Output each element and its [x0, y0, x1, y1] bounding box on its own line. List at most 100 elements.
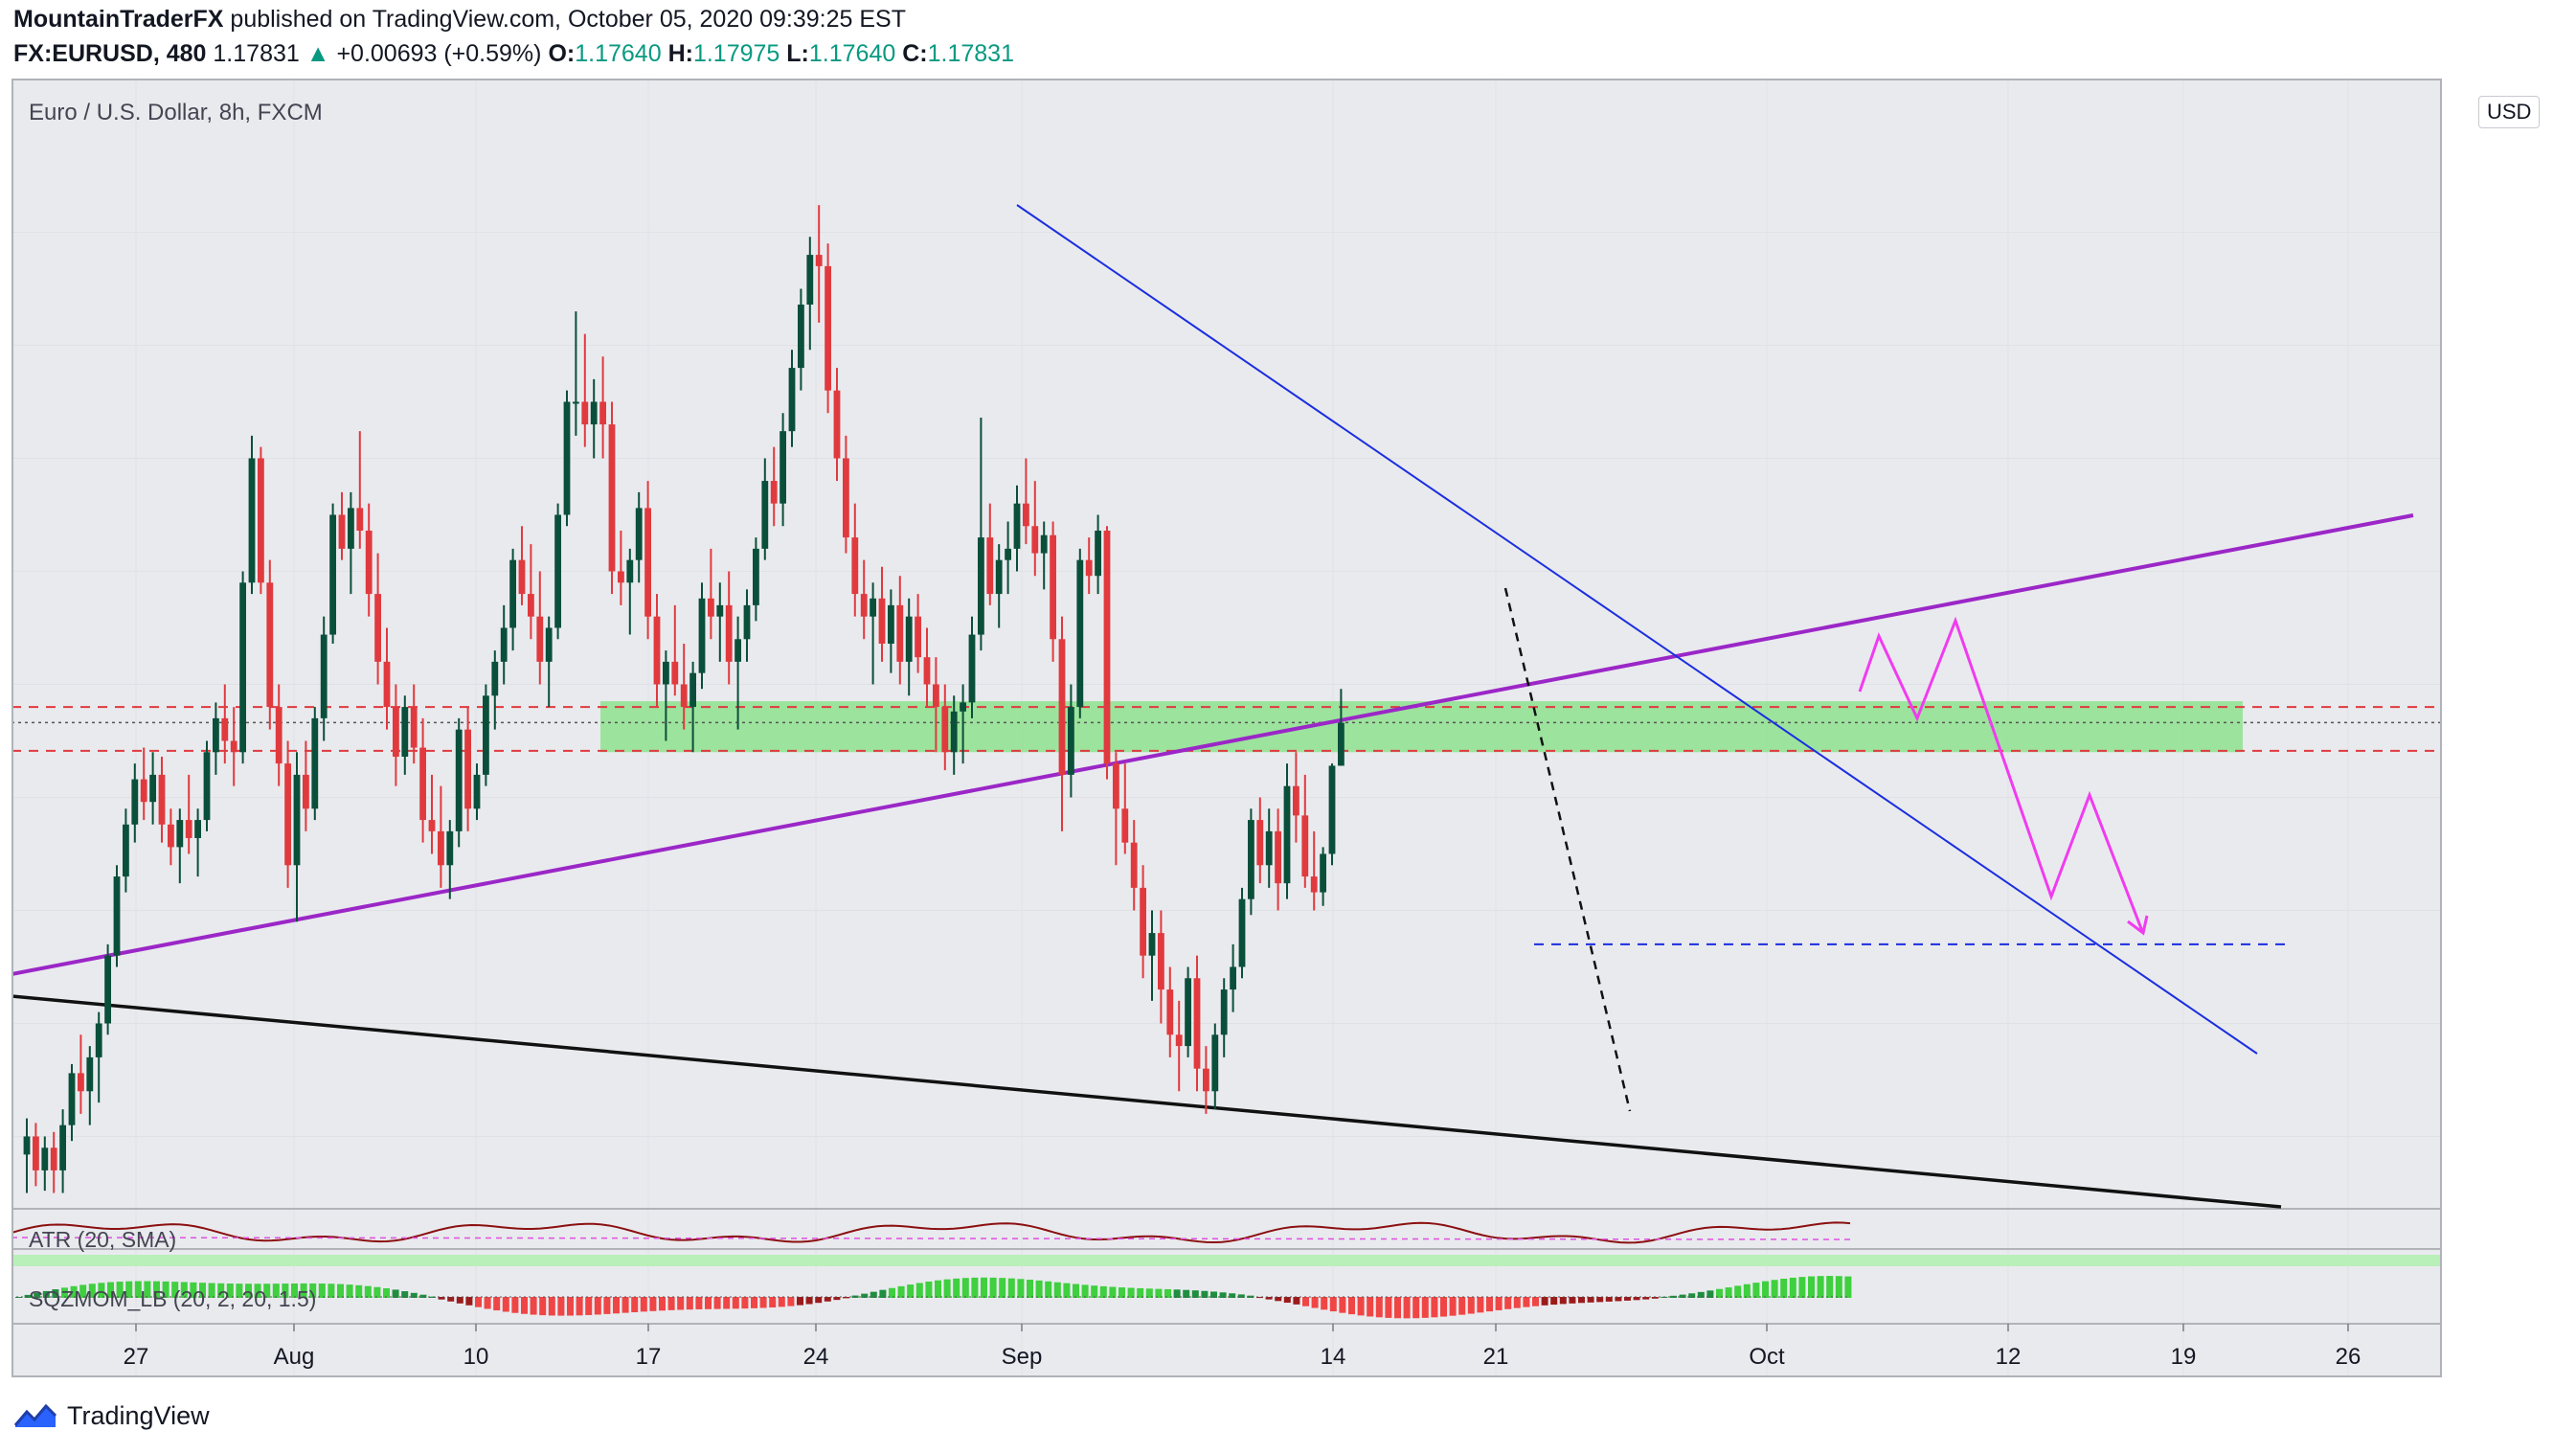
- candle-body: [806, 255, 814, 305]
- candle: [1148, 910, 1156, 1001]
- squeeze-bar: [943, 1279, 951, 1298]
- squeeze-bar: [1412, 1297, 1420, 1319]
- close-value: 1.17831: [927, 40, 1014, 67]
- squeeze-bar: [1780, 1279, 1788, 1298]
- candle: [698, 582, 706, 690]
- candle: [590, 378, 598, 459]
- squeeze-bar: [1385, 1297, 1392, 1318]
- squeeze-bar: [263, 1284, 271, 1298]
- candle: [599, 356, 606, 459]
- candle: [1238, 887, 1246, 979]
- candle-body: [1121, 808, 1129, 843]
- squeeze-bar: [1357, 1297, 1365, 1316]
- candle: [1140, 865, 1146, 979]
- candle: [483, 684, 489, 786]
- candle-body: [329, 514, 336, 635]
- squeeze-bar: [1679, 1294, 1686, 1298]
- candle: [716, 582, 724, 662]
- squeeze-bar: [1844, 1276, 1852, 1298]
- candle: [113, 865, 121, 967]
- candle: [464, 707, 471, 831]
- squeeze-bar: [1137, 1287, 1144, 1298]
- candle: [573, 311, 579, 436]
- time-tick-label: 10: [463, 1344, 489, 1370]
- candle: [149, 752, 156, 825]
- time-tick-label: 12: [1996, 1344, 2022, 1370]
- candle: [770, 446, 778, 527]
- author-name[interactable]: MountainTraderFX: [13, 6, 224, 33]
- candle: [50, 1131, 57, 1193]
- candle-body: [131, 779, 139, 825]
- candle: [689, 661, 696, 753]
- candle: [671, 604, 679, 696]
- candle-body: [78, 1073, 84, 1092]
- squeeze-bar: [953, 1278, 960, 1298]
- candle: [1230, 943, 1236, 1012]
- candle: [68, 1063, 76, 1142]
- candle: [888, 589, 894, 673]
- squeeze-bar: [695, 1297, 703, 1309]
- candle-body: [599, 401, 606, 425]
- candle: [581, 333, 589, 447]
- price-chart[interactable]: 1.200001.195001.190001.185001.180001.175…: [11, 79, 2442, 1377]
- candle: [1121, 763, 1129, 854]
- squeeze-bar: [870, 1291, 877, 1298]
- squeeze-bar: [1367, 1297, 1374, 1317]
- candle: [284, 740, 291, 888]
- candle-body: [320, 634, 328, 718]
- candle: [563, 390, 571, 527]
- squeeze-bar: [410, 1292, 418, 1298]
- candle-body: [653, 616, 661, 685]
- candle-body: [960, 702, 966, 712]
- squeeze-bar: [1329, 1297, 1337, 1312]
- squeeze-bar: [613, 1297, 620, 1314]
- candle: [401, 695, 409, 775]
- squeeze-bar: [1339, 1297, 1346, 1313]
- squeeze-bar: [1275, 1297, 1282, 1302]
- candle-body: [780, 431, 786, 504]
- tradingview-footer[interactable]: TradingView: [13, 1400, 210, 1431]
- candle: [185, 774, 192, 854]
- squeeze-bar: [34, 1292, 41, 1298]
- squeeze-bar: [1210, 1291, 1217, 1298]
- candle: [311, 707, 319, 821]
- candle-body: [1238, 898, 1246, 967]
- candle: [905, 598, 913, 696]
- squeeze-bar: [1265, 1297, 1273, 1300]
- squeeze-bar: [797, 1297, 803, 1306]
- squeeze-bar: [199, 1283, 206, 1298]
- currency-button[interactable]: USD: [2478, 96, 2541, 128]
- squeeze-bar: [1578, 1297, 1585, 1304]
- candle: [374, 553, 381, 685]
- candle-body: [428, 820, 436, 831]
- squeeze-bar: [705, 1297, 712, 1309]
- symbol-info: FX:EURUSD, 480 1.17831 ▲ +0.00693 (+0.59…: [13, 40, 1014, 68]
- squeeze-bar: [1624, 1297, 1631, 1301]
- squeeze-bar: [180, 1282, 188, 1298]
- candle-body: [798, 305, 804, 369]
- squeeze-bar: [971, 1277, 979, 1298]
- squeeze-bar: [1099, 1285, 1107, 1298]
- squeeze-bar: [447, 1297, 455, 1302]
- candle: [158, 757, 166, 843]
- candle-body: [843, 458, 849, 538]
- candle-body: [716, 604, 724, 617]
- candle-body: [258, 458, 264, 583]
- candle-body: [213, 717, 219, 753]
- candle-body: [870, 598, 876, 617]
- symbol-label: FX:EURUSD, 480: [13, 40, 207, 67]
- candle-body: [833, 390, 841, 459]
- candle-body: [743, 604, 751, 640]
- squeeze-bar: [1725, 1287, 1732, 1298]
- candle-body: [1158, 933, 1164, 990]
- candle-body: [1085, 559, 1093, 577]
- candle-body: [1113, 763, 1119, 809]
- chart-title: Euro / U.S. Dollar, 8h, FXCM: [29, 100, 323, 125]
- candle-body: [753, 548, 759, 605]
- candle: [248, 435, 256, 595]
- candle: [933, 657, 939, 753]
- candle: [825, 243, 831, 414]
- squeeze-bar: [1817, 1276, 1824, 1298]
- squeeze-bar: [88, 1284, 96, 1298]
- candle: [545, 616, 553, 708]
